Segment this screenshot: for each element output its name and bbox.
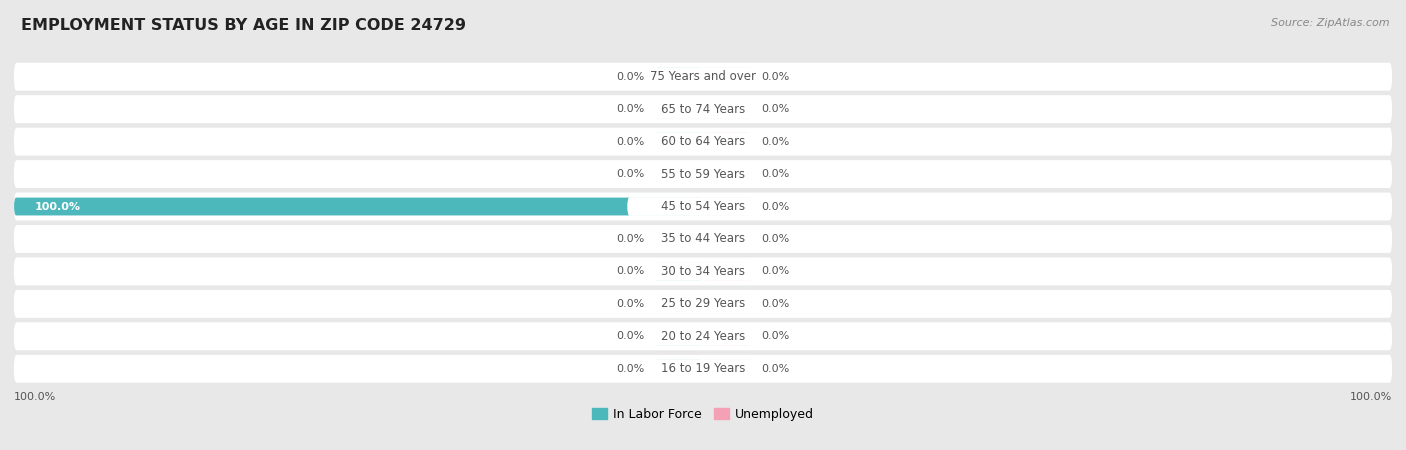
Text: 35 to 44 Years: 35 to 44 Years bbox=[661, 233, 745, 246]
Text: 45 to 54 Years: 45 to 54 Years bbox=[661, 200, 745, 213]
Text: 16 to 19 Years: 16 to 19 Years bbox=[661, 362, 745, 375]
FancyBboxPatch shape bbox=[627, 68, 779, 86]
FancyBboxPatch shape bbox=[703, 360, 751, 378]
Text: 0.0%: 0.0% bbox=[616, 364, 644, 374]
FancyBboxPatch shape bbox=[14, 128, 1392, 156]
FancyBboxPatch shape bbox=[655, 133, 703, 151]
FancyBboxPatch shape bbox=[14, 63, 1392, 90]
FancyBboxPatch shape bbox=[627, 100, 779, 118]
FancyBboxPatch shape bbox=[655, 295, 703, 313]
Text: 0.0%: 0.0% bbox=[616, 169, 644, 179]
FancyBboxPatch shape bbox=[627, 327, 779, 346]
Text: 55 to 59 Years: 55 to 59 Years bbox=[661, 167, 745, 180]
FancyBboxPatch shape bbox=[703, 328, 751, 345]
FancyBboxPatch shape bbox=[627, 230, 779, 248]
FancyBboxPatch shape bbox=[703, 133, 751, 151]
FancyBboxPatch shape bbox=[14, 160, 1392, 188]
Text: 0.0%: 0.0% bbox=[762, 137, 790, 147]
FancyBboxPatch shape bbox=[655, 230, 703, 248]
Text: 0.0%: 0.0% bbox=[762, 169, 790, 179]
Text: 0.0%: 0.0% bbox=[762, 104, 790, 114]
FancyBboxPatch shape bbox=[14, 193, 1392, 220]
Text: 0.0%: 0.0% bbox=[616, 266, 644, 276]
FancyBboxPatch shape bbox=[703, 100, 751, 118]
FancyBboxPatch shape bbox=[627, 165, 779, 184]
Text: 100.0%: 100.0% bbox=[1350, 392, 1392, 401]
FancyBboxPatch shape bbox=[655, 262, 703, 280]
FancyBboxPatch shape bbox=[627, 197, 779, 216]
Text: 0.0%: 0.0% bbox=[762, 364, 790, 374]
FancyBboxPatch shape bbox=[703, 295, 751, 313]
Text: 25 to 29 Years: 25 to 29 Years bbox=[661, 297, 745, 310]
Text: 0.0%: 0.0% bbox=[762, 331, 790, 342]
FancyBboxPatch shape bbox=[627, 360, 779, 378]
FancyBboxPatch shape bbox=[627, 294, 779, 313]
FancyBboxPatch shape bbox=[703, 165, 751, 183]
FancyBboxPatch shape bbox=[14, 257, 1392, 285]
FancyBboxPatch shape bbox=[14, 322, 1392, 350]
Text: 0.0%: 0.0% bbox=[616, 299, 644, 309]
Text: 100.0%: 100.0% bbox=[14, 392, 56, 401]
FancyBboxPatch shape bbox=[14, 225, 1392, 253]
Text: 0.0%: 0.0% bbox=[616, 234, 644, 244]
FancyBboxPatch shape bbox=[655, 328, 703, 345]
Text: 20 to 24 Years: 20 to 24 Years bbox=[661, 330, 745, 343]
Text: 30 to 34 Years: 30 to 34 Years bbox=[661, 265, 745, 278]
Text: 0.0%: 0.0% bbox=[616, 331, 644, 342]
Text: 75 Years and over: 75 Years and over bbox=[650, 70, 756, 83]
Text: Source: ZipAtlas.com: Source: ZipAtlas.com bbox=[1271, 18, 1389, 28]
Text: 0.0%: 0.0% bbox=[616, 137, 644, 147]
FancyBboxPatch shape bbox=[14, 95, 1392, 123]
FancyBboxPatch shape bbox=[627, 132, 779, 151]
FancyBboxPatch shape bbox=[14, 198, 703, 216]
Text: 100.0%: 100.0% bbox=[35, 202, 80, 211]
Text: 0.0%: 0.0% bbox=[616, 104, 644, 114]
Text: 0.0%: 0.0% bbox=[762, 234, 790, 244]
FancyBboxPatch shape bbox=[655, 165, 703, 183]
Text: 0.0%: 0.0% bbox=[762, 202, 790, 211]
Text: 0.0%: 0.0% bbox=[762, 72, 790, 82]
Text: 0.0%: 0.0% bbox=[616, 72, 644, 82]
Text: 65 to 74 Years: 65 to 74 Years bbox=[661, 103, 745, 116]
FancyBboxPatch shape bbox=[703, 262, 751, 280]
FancyBboxPatch shape bbox=[655, 100, 703, 118]
FancyBboxPatch shape bbox=[655, 68, 703, 86]
FancyBboxPatch shape bbox=[703, 230, 751, 248]
FancyBboxPatch shape bbox=[655, 360, 703, 378]
Text: EMPLOYMENT STATUS BY AGE IN ZIP CODE 24729: EMPLOYMENT STATUS BY AGE IN ZIP CODE 247… bbox=[21, 18, 467, 33]
Text: 0.0%: 0.0% bbox=[762, 266, 790, 276]
FancyBboxPatch shape bbox=[627, 262, 779, 281]
FancyBboxPatch shape bbox=[14, 355, 1392, 383]
Text: 60 to 64 Years: 60 to 64 Years bbox=[661, 135, 745, 148]
Text: 0.0%: 0.0% bbox=[762, 299, 790, 309]
FancyBboxPatch shape bbox=[14, 290, 1392, 318]
FancyBboxPatch shape bbox=[703, 68, 751, 86]
Legend: In Labor Force, Unemployed: In Labor Force, Unemployed bbox=[586, 403, 820, 426]
FancyBboxPatch shape bbox=[703, 198, 751, 216]
